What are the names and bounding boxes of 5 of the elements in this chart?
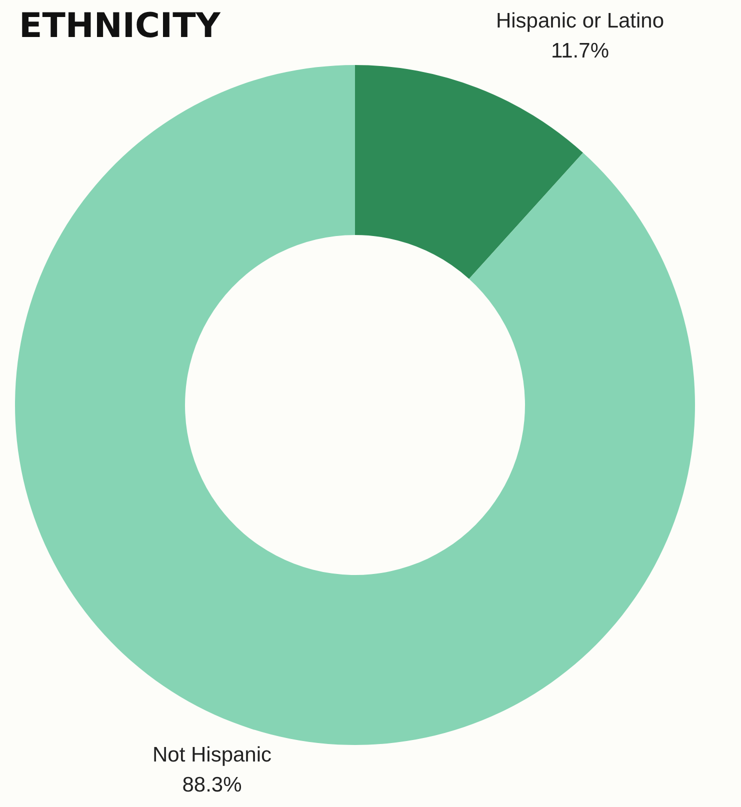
slice-label: Hispanic or Latino — [496, 10, 664, 32]
data-label: 88.3% — [182, 774, 242, 796]
data-label: 11.7% — [551, 40, 609, 62]
chart-title: ETHNICITY — [19, 6, 221, 46]
slice-label: Not Hispanic — [152, 744, 272, 766]
